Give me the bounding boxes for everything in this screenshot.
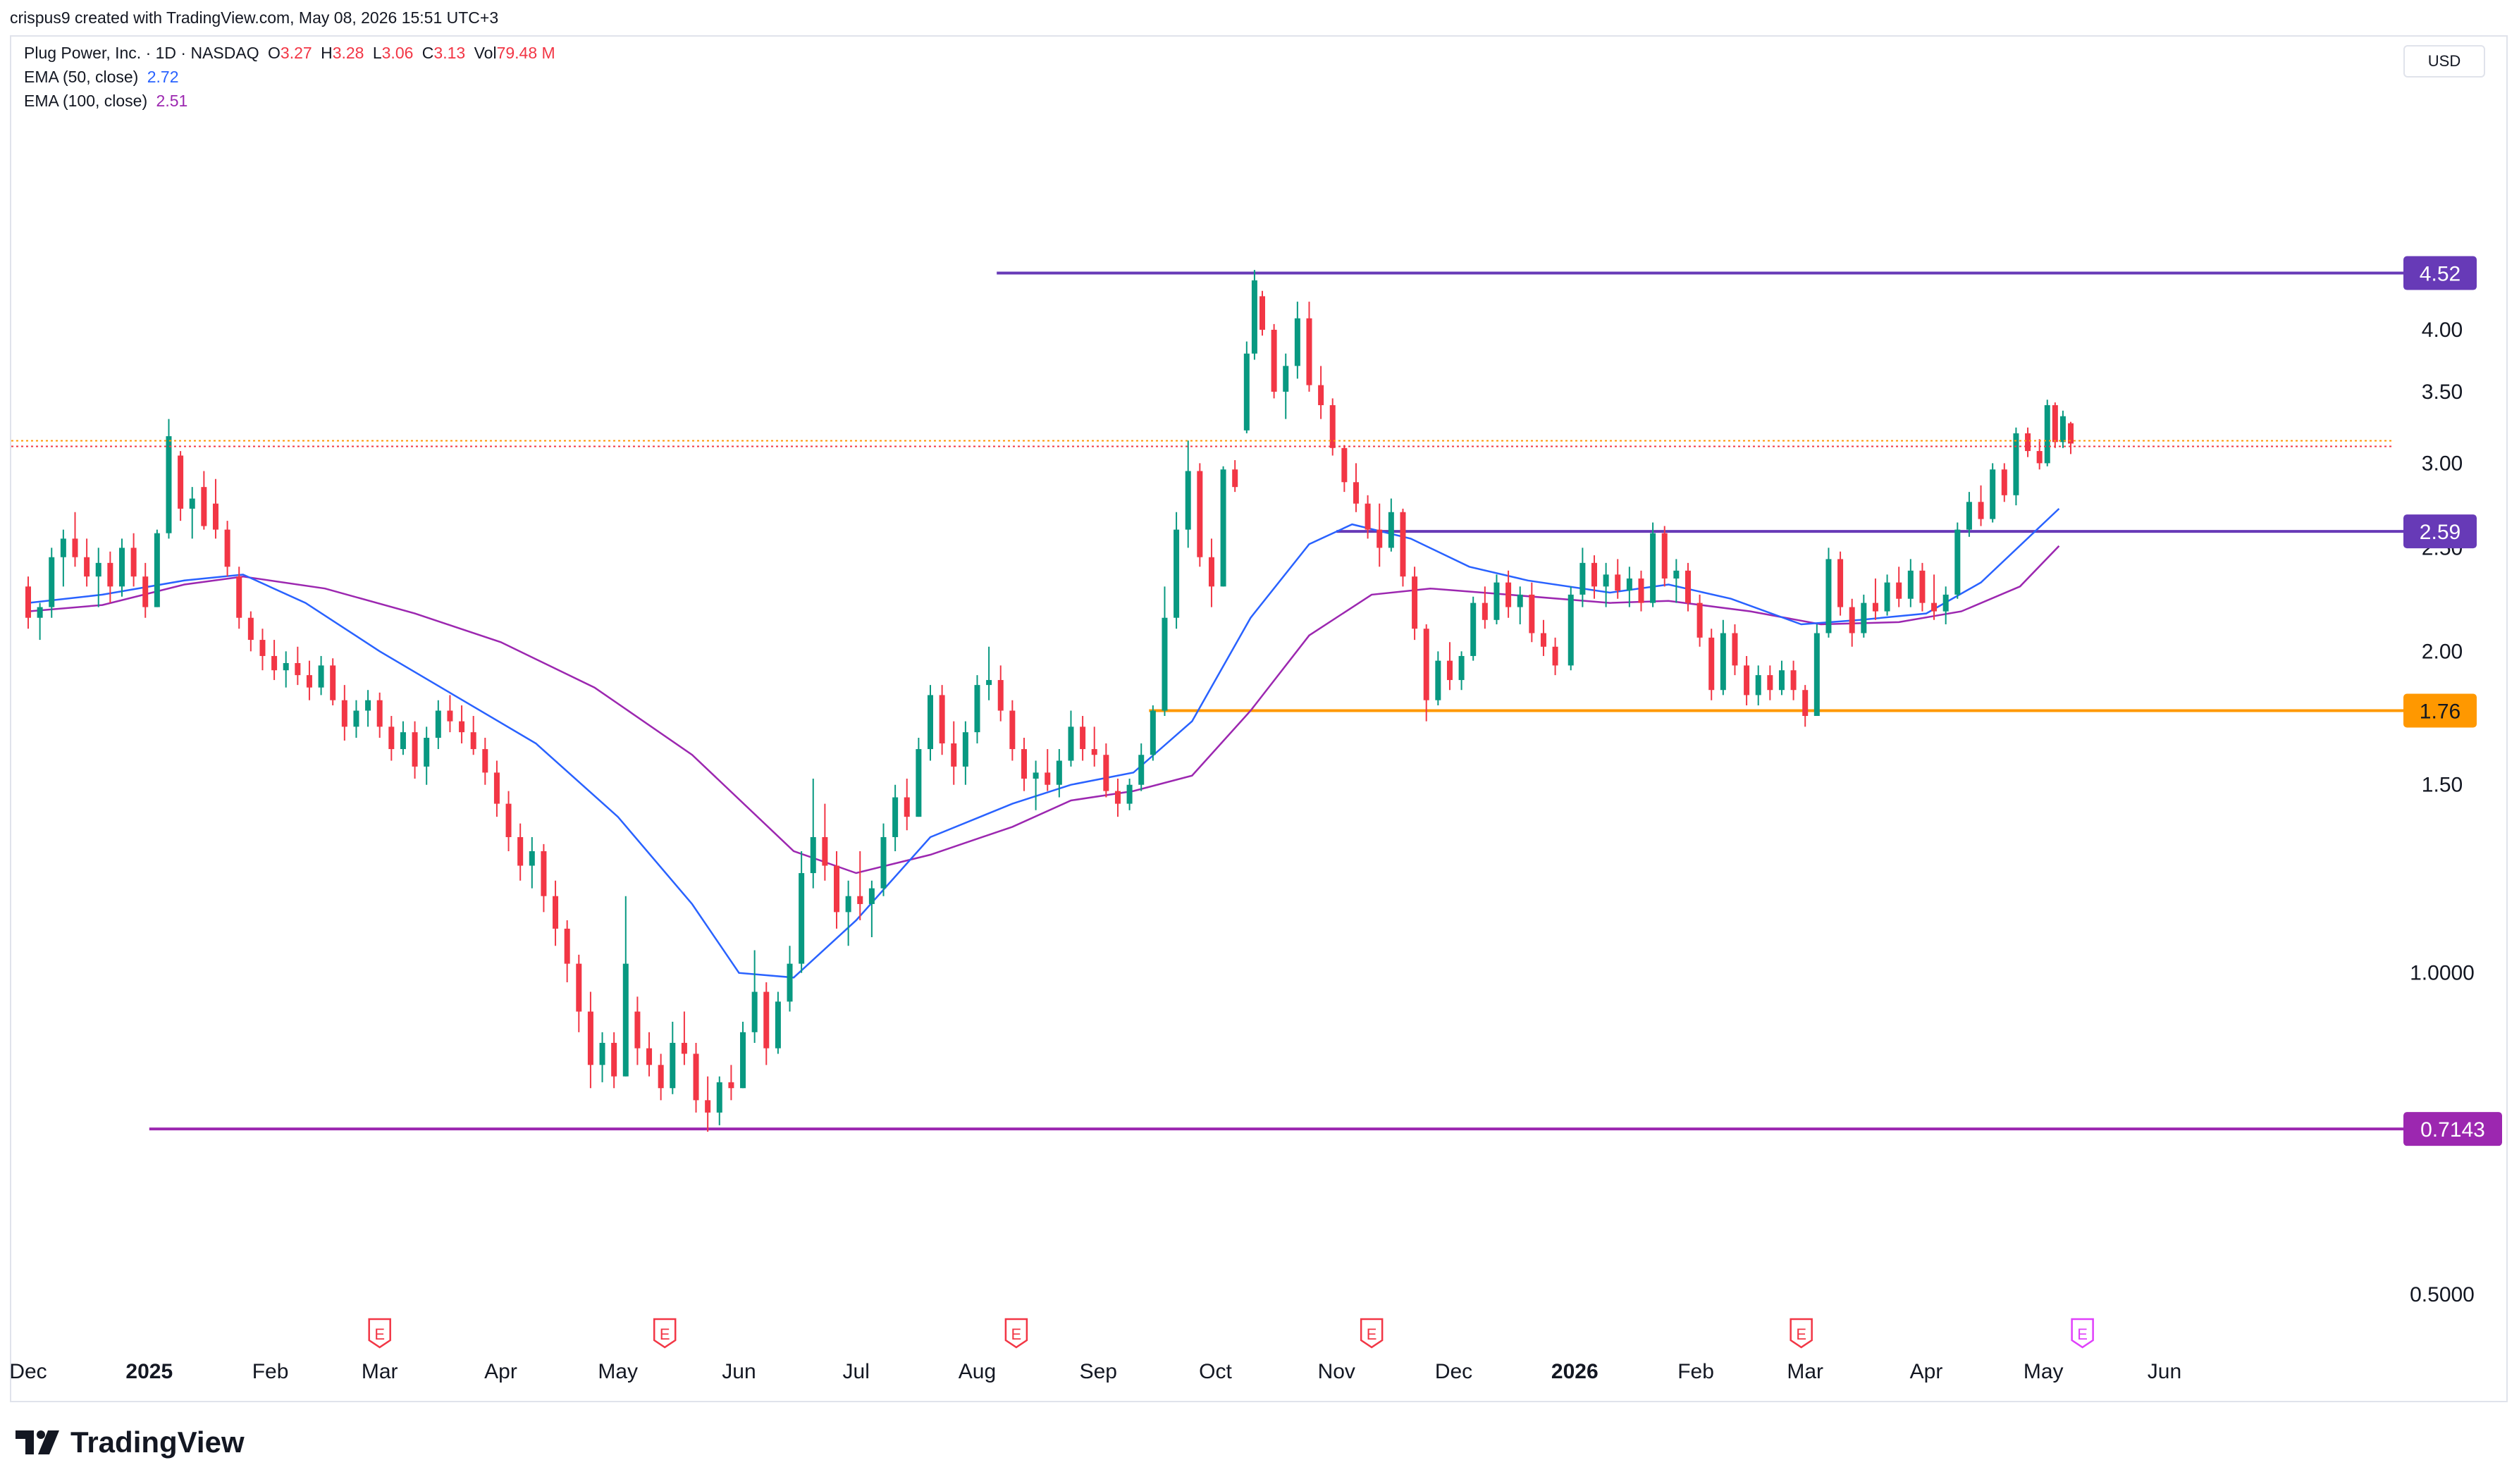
symbol-label[interactable]: Plug Power, Inc. · 1D · NASDAQ bbox=[24, 44, 259, 62]
close-label: C bbox=[421, 44, 434, 62]
ema100-label: EMA (100, close) bbox=[24, 92, 148, 110]
ema50-legend[interactable]: EMA (50, close) 2.72 bbox=[24, 68, 183, 87]
ema50-value: 2.72 bbox=[147, 68, 179, 86]
volume-value: 79.48 M bbox=[496, 44, 555, 62]
ema100-value: 2.51 bbox=[156, 92, 188, 110]
chart-frame bbox=[10, 35, 2508, 1402]
high-value: 3.28 bbox=[332, 44, 364, 62]
chart-credit: crispus9 created with TradingView.com, M… bbox=[10, 8, 499, 27]
ohlc-legend: Plug Power, Inc. · 1D · NASDAQ O3.27 H3.… bbox=[24, 44, 560, 63]
tradingview-logo[interactable]: TradingView bbox=[16, 1425, 245, 1460]
tradingview-mark-icon bbox=[16, 1430, 59, 1454]
open-value: 3.27 bbox=[280, 44, 312, 62]
tradingview-wordmark: TradingView bbox=[70, 1426, 245, 1459]
ema100-legend[interactable]: EMA (100, close) 2.51 bbox=[24, 92, 192, 111]
low-value: 3.06 bbox=[381, 44, 414, 62]
low-label: L bbox=[372, 44, 382, 62]
high-label: H bbox=[321, 44, 333, 62]
volume-label: Vol bbox=[474, 44, 497, 62]
open-label: O bbox=[268, 44, 281, 62]
close-value: 3.13 bbox=[433, 44, 466, 62]
currency-button[interactable]: USD bbox=[2403, 45, 2485, 78]
ema50-label: EMA (50, close) bbox=[24, 68, 139, 86]
